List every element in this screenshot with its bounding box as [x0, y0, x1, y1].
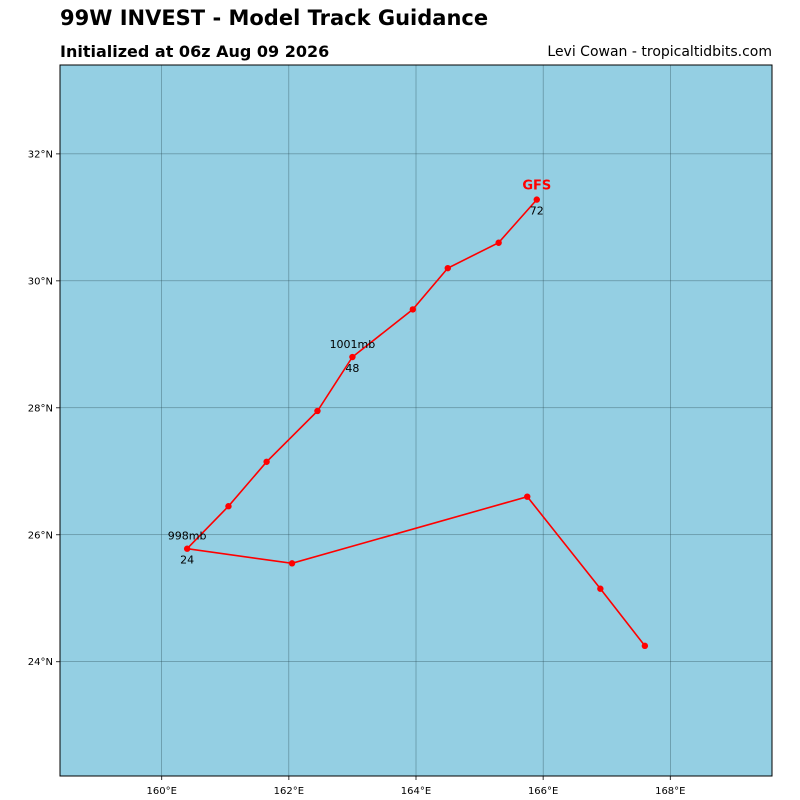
track-point: [349, 353, 356, 361]
graticule: [60, 65, 772, 776]
map-frame: [59, 64, 773, 777]
page-title: 99W INVEST - Model Track Guidance: [60, 6, 489, 30]
track-point: [597, 585, 604, 592]
track-point: [314, 407, 321, 415]
pressure-label: 1001mb: [330, 338, 376, 351]
track-point: [288, 560, 296, 567]
pressure-label: 998mb: [168, 530, 207, 543]
forecast-hour-label: 72: [530, 205, 544, 218]
track-point: [409, 306, 417, 313]
credit-label: Levi Cowan - tropicaltidbits.com: [547, 44, 772, 60]
x-tick-label: 162°E: [274, 786, 304, 797]
track-point: [533, 196, 540, 203]
forecast-hour-label: 24: [180, 554, 194, 567]
track-point: [524, 493, 531, 500]
x-tick-label: 160°E: [147, 786, 177, 797]
y-tick-label: 30°N: [28, 276, 53, 287]
axis-ticks: 160°E 162°E 164°E 166°E 168°E 24°N 26°N 28°N 30°…: [28, 149, 686, 797]
y-tick-label: 24°N: [28, 657, 53, 668]
y-tick-label: 26°N: [28, 530, 53, 541]
track-point: [263, 458, 270, 465]
y-tick-label: 28°N: [28, 403, 53, 414]
y-tick-label: 32°N: [28, 149, 53, 160]
x-tick-label: 166°E: [528, 786, 558, 797]
model-tracks: 24 998mb 48 1001mb 72 GFS: [168, 179, 649, 650]
track-point: [444, 264, 451, 272]
forecast-hour-label: 48: [345, 362, 359, 375]
init-time-subtitle: Initialized at 06z Aug 09 2026: [60, 42, 330, 61]
x-tick-label: 164°E: [401, 786, 431, 797]
track-point: [495, 239, 502, 246]
x-tick-label: 168°E: [655, 786, 685, 797]
track-point: [641, 642, 649, 650]
track-point: [225, 503, 232, 510]
track-point: [183, 545, 191, 552]
model-name-label: GFS: [522, 179, 551, 194]
